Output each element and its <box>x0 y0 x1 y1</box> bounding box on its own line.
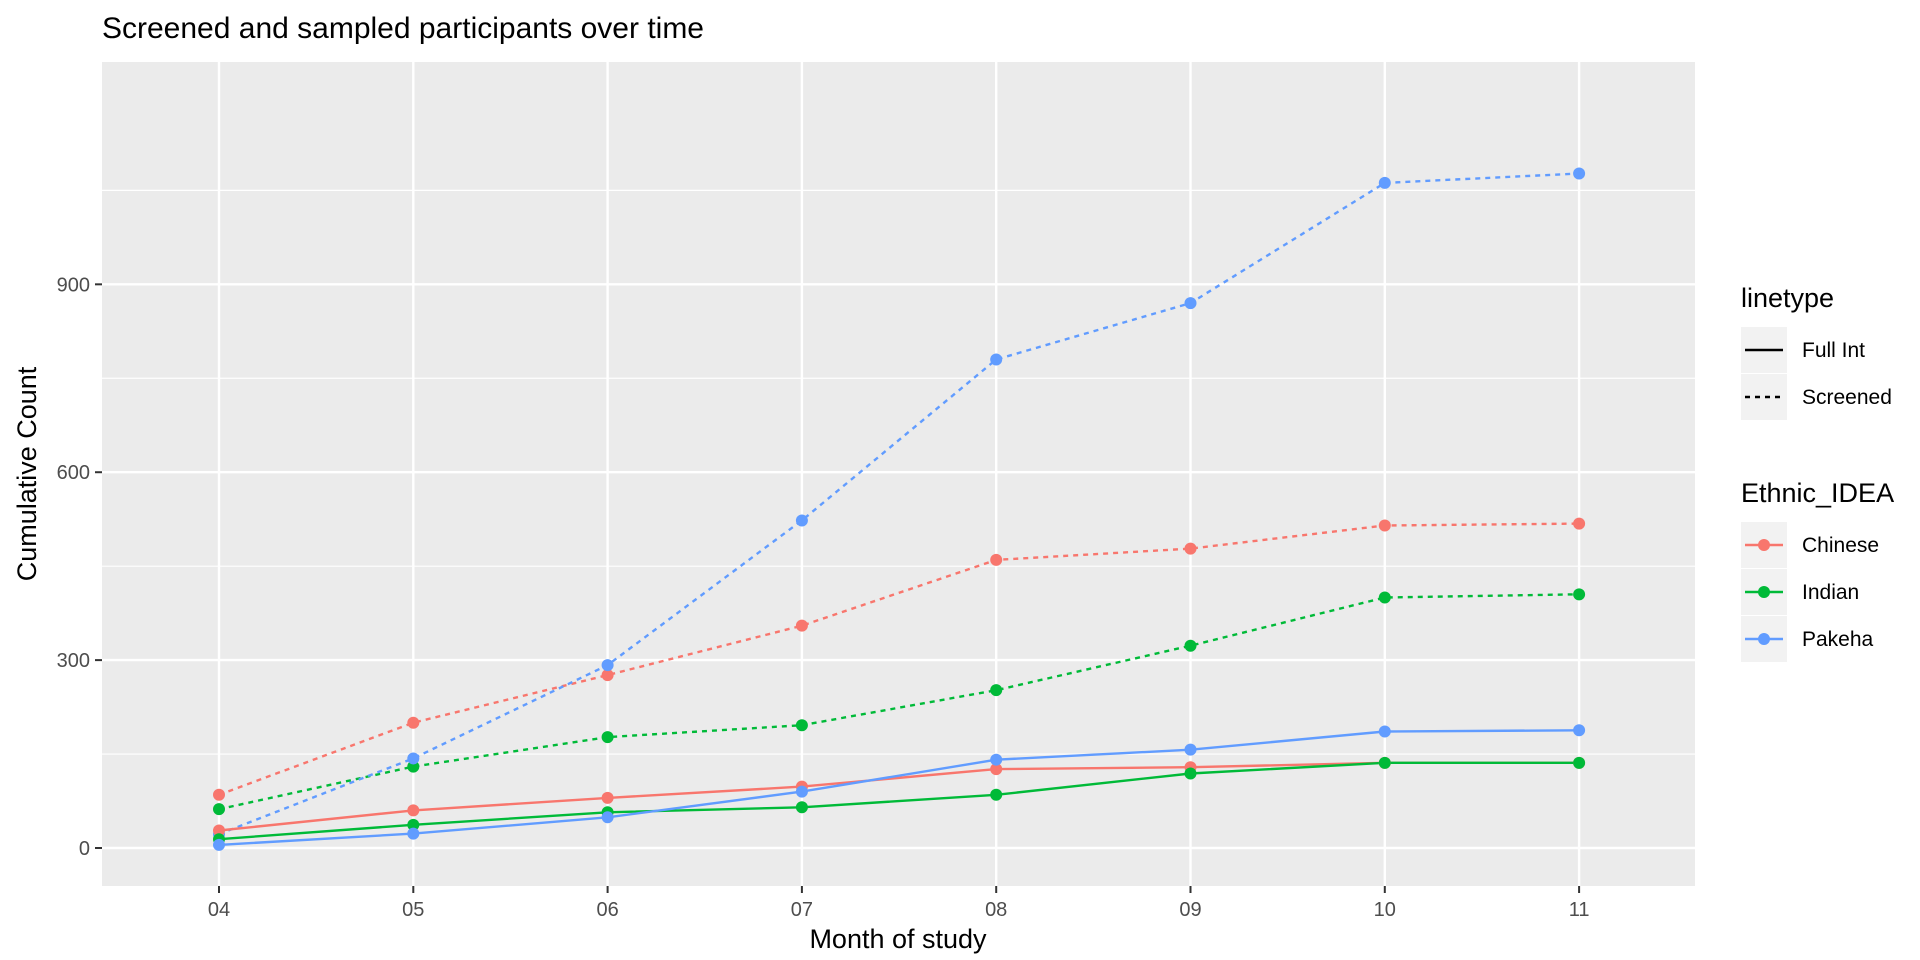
data-point <box>795 785 808 798</box>
legend-point <box>1758 539 1770 551</box>
data-point <box>1378 519 1391 532</box>
x-tick-label: 05 <box>402 899 424 921</box>
data-point <box>1573 517 1586 530</box>
x-tick-label: 11 <box>1569 899 1590 921</box>
x-tick-label: 10 <box>1374 899 1396 921</box>
data-point <box>407 818 420 831</box>
legend-point <box>1758 586 1770 598</box>
points-layer <box>213 167 1586 851</box>
chart-title: Screened and sampled participants over t… <box>102 12 704 45</box>
data-point <box>1573 588 1586 601</box>
linetype-legend-title: linetype <box>1741 283 1834 313</box>
data-point <box>213 824 225 837</box>
x-tick-label: 07 <box>791 899 813 921</box>
ethnicity-legend: Ethnic_IDEA Chinese Indian Pakeha <box>1741 478 1894 662</box>
data-point <box>990 763 1003 776</box>
data-point <box>601 811 614 824</box>
data-point <box>601 791 614 804</box>
data-point <box>213 788 225 801</box>
data-point <box>407 752 420 765</box>
legend-label: Pakeha <box>1802 628 1874 651</box>
data-point <box>990 788 1003 801</box>
y-axis-ticks: 0 300 600 900 <box>57 274 102 860</box>
data-point <box>1573 756 1586 769</box>
data-point <box>601 669 614 682</box>
legend-label: Indian <box>1802 581 1859 604</box>
series-line <box>218 593 1580 811</box>
legend-label: Full Int <box>1802 339 1865 362</box>
linetype-legend: linetype Full Int Screened <box>1741 283 1892 420</box>
gridlines <box>102 62 1695 886</box>
data-point <box>795 801 808 814</box>
x-axis-ticks: 04 05 06 07 08 09 10 11 <box>208 886 1590 921</box>
x-tick-label: 06 <box>596 899 618 921</box>
data-point <box>795 619 808 632</box>
data-point <box>1184 639 1197 652</box>
data-point <box>1378 176 1391 189</box>
plot-panel <box>102 62 1695 886</box>
x-tick-label: 08 <box>985 899 1007 921</box>
data-point <box>1378 725 1391 738</box>
data-point <box>1184 743 1197 756</box>
data-point <box>407 804 420 817</box>
series-layer <box>218 172 1580 847</box>
data-point <box>990 553 1003 566</box>
data-point <box>407 716 420 729</box>
data-point <box>990 684 1003 697</box>
data-point <box>1573 167 1586 180</box>
legend-point <box>1758 633 1770 645</box>
data-point <box>407 827 420 840</box>
x-tick-label: 04 <box>208 899 230 921</box>
data-point <box>795 719 808 732</box>
data-point <box>795 514 808 527</box>
data-point <box>1573 724 1586 737</box>
data-point <box>1184 767 1197 780</box>
y-tick-label: 600 <box>57 462 90 484</box>
legend-label: Screened <box>1802 386 1892 409</box>
series-line <box>218 172 1580 836</box>
x-axis-title: Month of study <box>809 924 987 954</box>
data-point <box>1378 591 1391 604</box>
y-axis-title: Cumulative Count <box>12 366 42 581</box>
ethnicity-legend-title: Ethnic_IDEA <box>1741 478 1894 508</box>
series-line <box>218 522 1580 796</box>
data-point <box>1184 297 1197 310</box>
data-point <box>990 753 1003 766</box>
legend-label: Chinese <box>1802 534 1879 557</box>
series-line <box>218 761 1580 841</box>
data-point <box>1378 756 1391 769</box>
data-point <box>213 803 225 816</box>
data-point <box>601 659 614 672</box>
y-tick-label: 900 <box>57 274 90 296</box>
y-tick-label: 300 <box>57 650 90 672</box>
y-tick-label: 0 <box>79 838 90 860</box>
data-point <box>213 838 225 851</box>
series-line <box>218 729 1580 847</box>
data-point <box>1184 542 1197 555</box>
data-point <box>601 731 614 744</box>
x-tick-label: 09 <box>1179 899 1201 921</box>
data-point <box>990 353 1003 366</box>
